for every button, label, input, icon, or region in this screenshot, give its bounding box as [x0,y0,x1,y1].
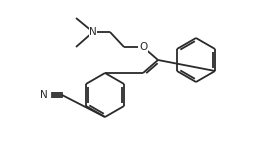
Text: O: O [139,42,147,52]
Text: N: N [89,27,97,37]
Text: N: N [40,90,48,100]
